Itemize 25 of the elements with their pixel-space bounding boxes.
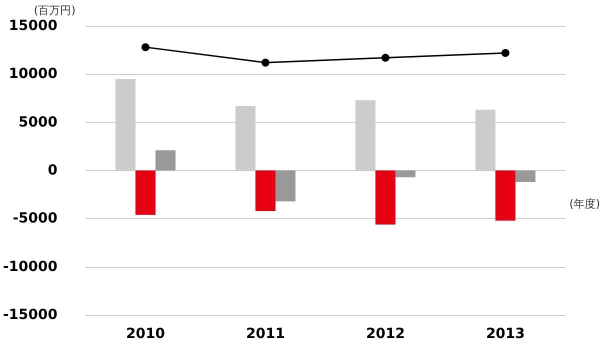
y-tick-label: 10000 <box>8 66 58 82</box>
y-tick-label: -10000 <box>2 258 58 275</box>
bar <box>275 170 296 202</box>
point <box>381 54 390 62</box>
bar <box>395 170 416 178</box>
x-tick-label: 2012 <box>366 326 405 341</box>
y-tick-label: 5000 <box>18 114 58 130</box>
bar <box>255 170 276 211</box>
y-tick-label: 15000 <box>8 18 58 34</box>
x-tick-label: 2011 <box>246 326 285 341</box>
x-tick-label: 2013 <box>486 326 525 341</box>
y-tick-label: -15000 <box>2 307 58 323</box>
y-tick-label: -5000 <box>12 210 58 227</box>
y-tick-label: 0 <box>48 162 58 178</box>
point <box>261 58 270 67</box>
point <box>142 43 150 52</box>
x-tick-label: 2010 <box>126 326 166 341</box>
point <box>501 48 510 57</box>
bar <box>375 170 396 224</box>
bar <box>515 170 536 182</box>
bar <box>136 170 156 215</box>
bar <box>495 170 516 221</box>
y-axis-title: (百万円) <box>34 4 76 17</box>
bar <box>156 150 176 170</box>
x-axis-title: (年度) <box>569 198 600 210</box>
